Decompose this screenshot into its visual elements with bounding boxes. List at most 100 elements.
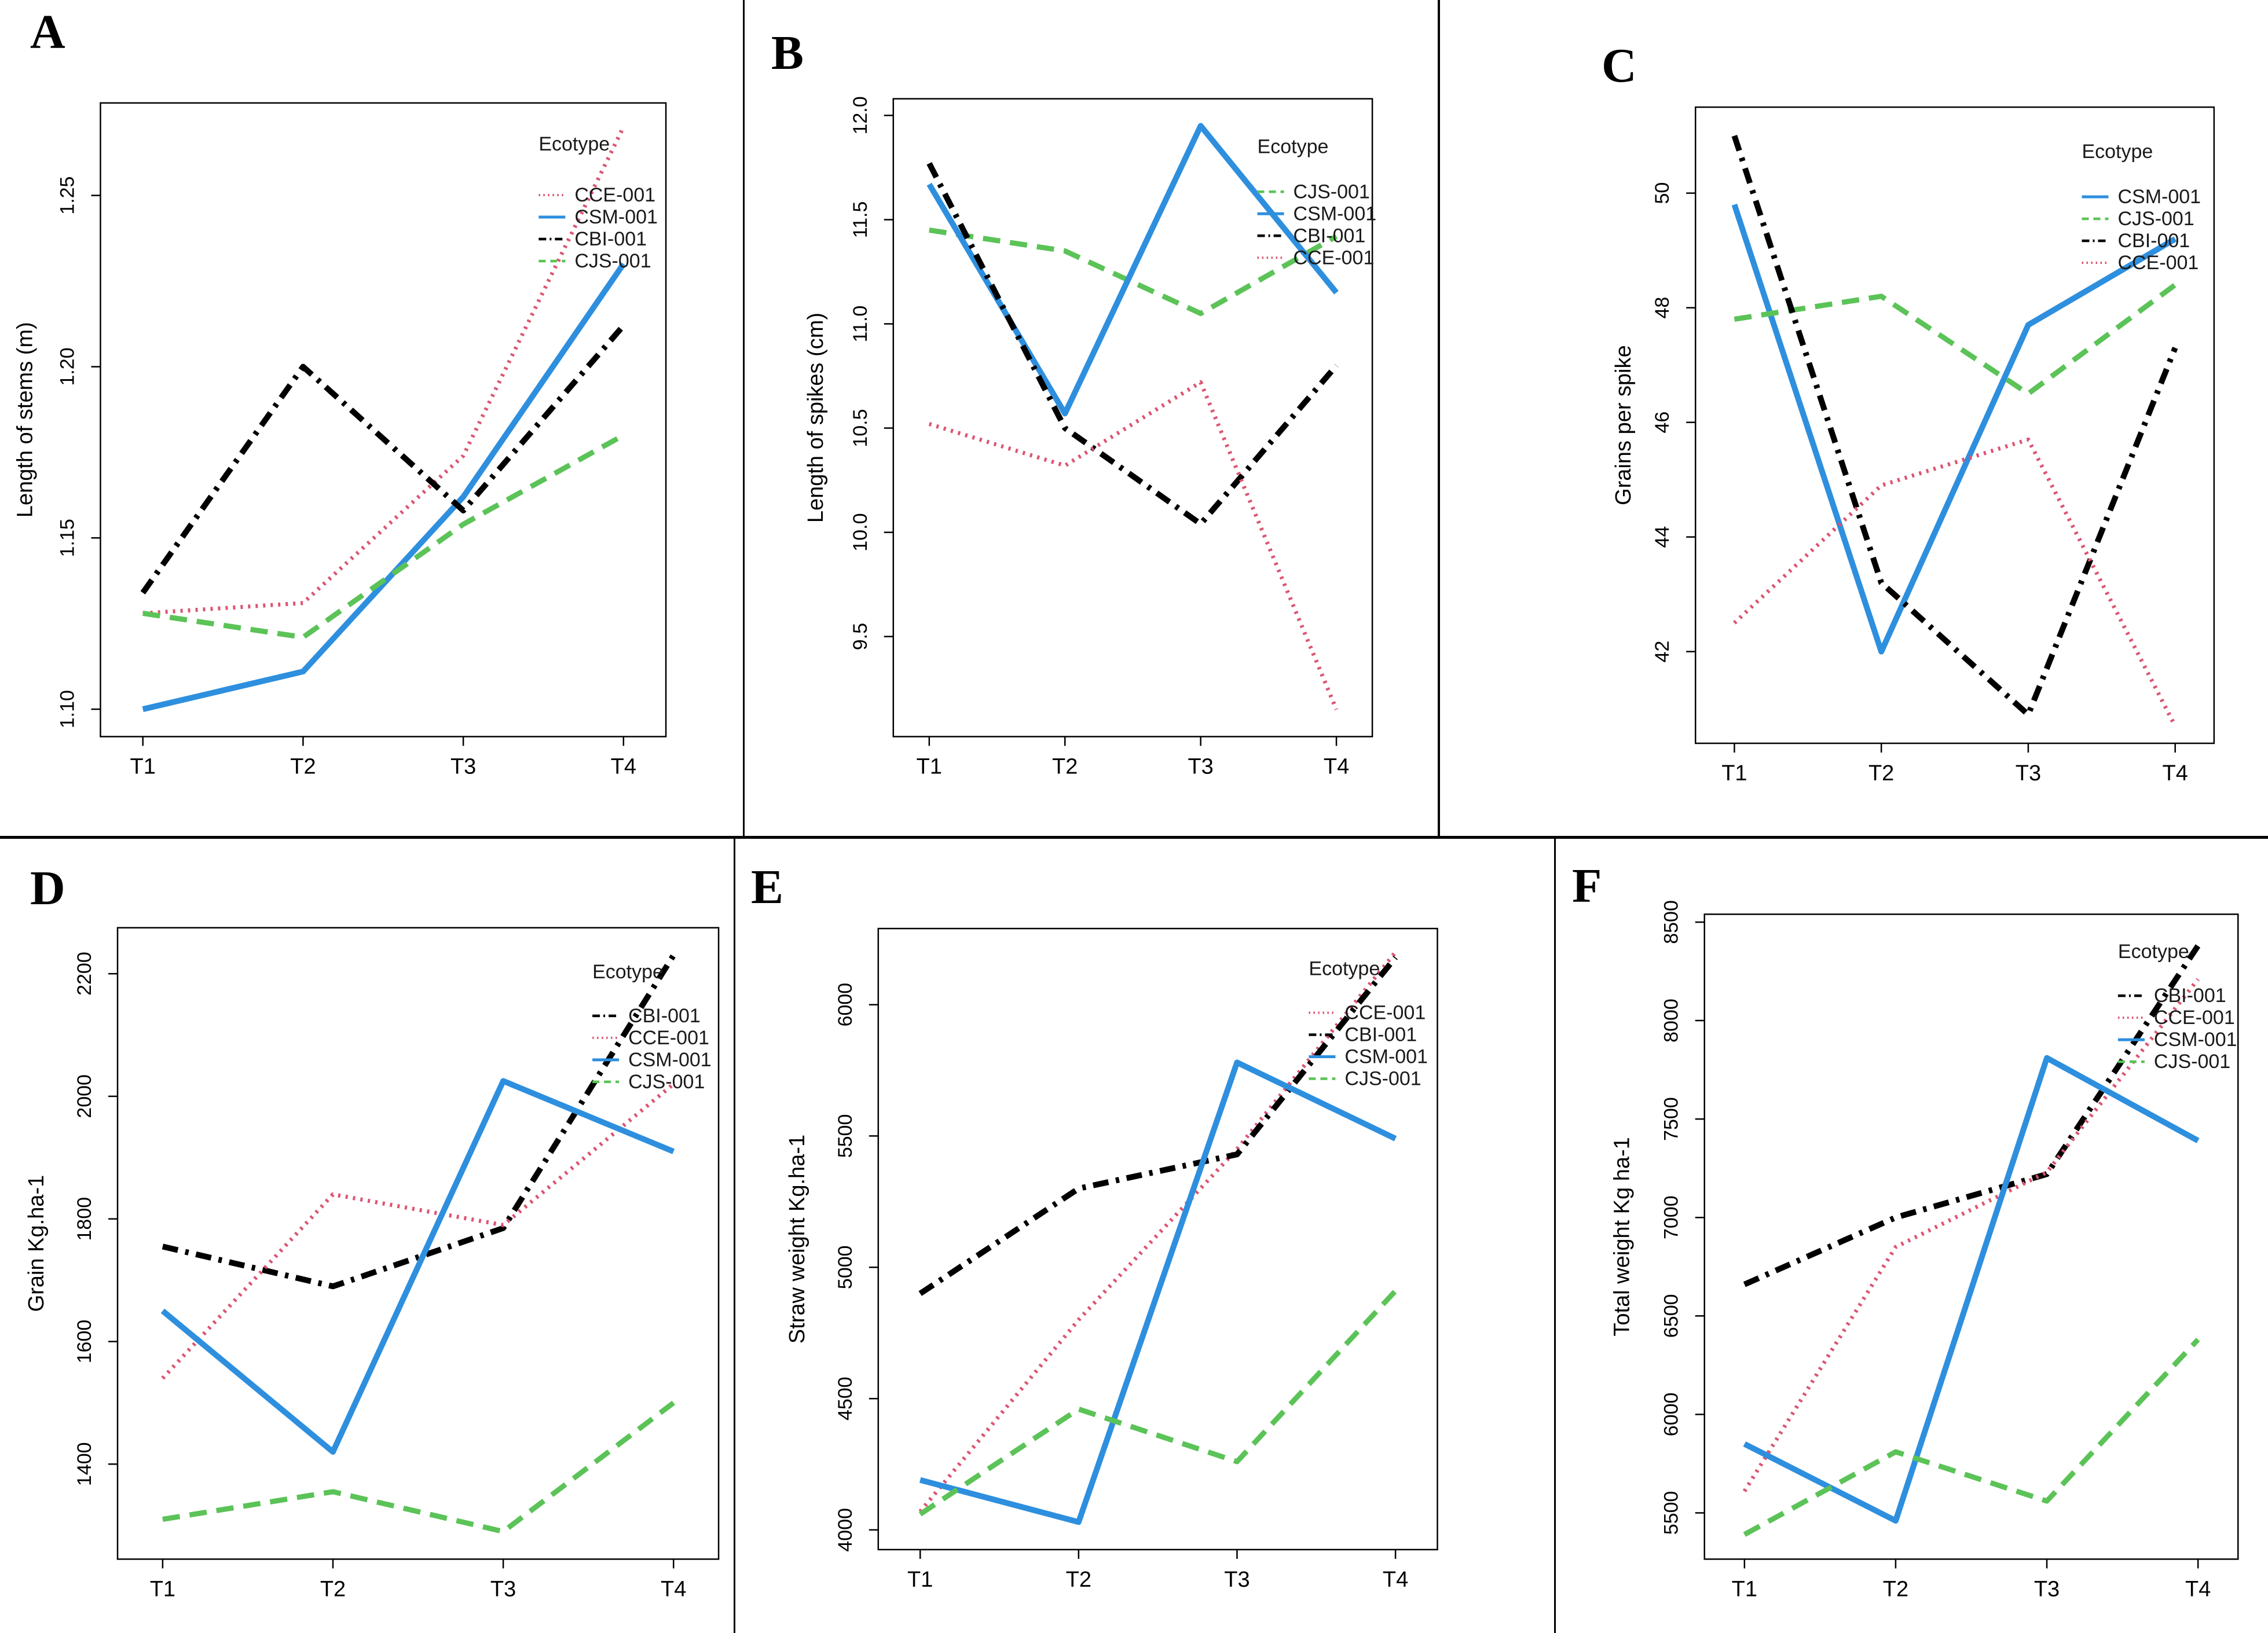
series-line-CBI-001 xyxy=(1731,135,2178,718)
panel-D: D 1400 1600 1800 2000 2200 T1 T2 T3 T4 Grain Kg.h… xyxy=(0,839,735,1633)
panel-letter-E: E xyxy=(751,860,784,914)
y-tick-label: 8000 xyxy=(1661,999,1683,1043)
series-line-CBI-001 xyxy=(140,324,626,595)
y-tick-label: 6000 xyxy=(834,983,856,1027)
series-line-CJS-001 xyxy=(929,227,1338,317)
divider-vertical-top-left xyxy=(743,0,745,836)
x-tick-label: T4 xyxy=(611,754,636,779)
y-tick-label: 2000 xyxy=(74,1074,96,1118)
series-line-CCE-001 xyxy=(928,380,1339,711)
legend-label-CSM-001: CSM-001 xyxy=(574,206,658,228)
panel-A: A 1.10 1.15 1.20 1.25 T1 T2 T3 T4 Length of stem… xyxy=(0,0,744,837)
plot-box xyxy=(100,102,667,737)
y-tick-label: 48 xyxy=(1651,297,1673,319)
series-line-CJS-001 xyxy=(918,1289,1398,1517)
legend-label-CSM-001: CSM-001 xyxy=(2117,186,2201,208)
y-axis-title: Total weight Kg ha-1 xyxy=(1610,1137,1635,1336)
legend-label-CSM-001: CSM-001 xyxy=(1294,203,1377,225)
x-tick-label: T2 xyxy=(320,1577,346,1601)
legend-label-CSM-001: CSM-001 xyxy=(2154,1029,2237,1051)
y-tick-label: 7500 xyxy=(1661,1097,1683,1141)
y-tick-label: 1.20 xyxy=(56,347,78,386)
y-axis-title: Grains per spike xyxy=(1611,345,1636,505)
legend-label-CBI-001: CBI-001 xyxy=(2154,985,2226,1007)
x-tick-label: T2 xyxy=(1052,754,1078,779)
legend-title: Ecotype xyxy=(1258,135,1329,157)
panel-F: F 5500 6000 6500 7000 7500 8000 8500 T1 T2 T3 T4 To… xyxy=(1555,839,2268,1633)
x-tick-label: T4 xyxy=(2163,761,2188,786)
panel-letter-F: F xyxy=(1572,859,1602,913)
legend-label-CJS-001: CJS-001 xyxy=(574,250,651,272)
x-tick-label: T4 xyxy=(1383,1568,1408,1592)
line-chart-A: 1.10 1.15 1.20 1.25 T1 T2 T3 T4 Length of stems … xyxy=(13,102,667,779)
y-tick-label: 11.5 xyxy=(849,201,871,238)
y-tick-label: 46 xyxy=(1651,412,1673,434)
legend-label-CSM-001: CSM-001 xyxy=(1344,1046,1428,1068)
y-tick-label: 5000 xyxy=(834,1245,856,1289)
y-tick-label: 5500 xyxy=(834,1114,856,1158)
y-axis-title: Length of spikes (cm) xyxy=(804,313,828,523)
panel-letter-D: D xyxy=(30,861,65,915)
legend-label-CSM-001: CSM-001 xyxy=(628,1049,712,1071)
legend-title: Ecotype xyxy=(2118,941,2189,963)
panel-letter-A: A xyxy=(30,5,65,59)
x-tick-label: T1 xyxy=(1721,761,1747,786)
y-axis-title: Grain Kg.ha-1 xyxy=(24,1175,49,1312)
series-line-CJS-001 xyxy=(1734,282,2177,397)
y-tick-label: 12.0 xyxy=(849,96,871,134)
series-line-CJS-001 xyxy=(162,1400,675,1535)
series-line-CBI-001 xyxy=(1743,944,2201,1287)
legend-label-CCE-001: CCE-001 xyxy=(1344,1002,1426,1024)
x-tick-label: T3 xyxy=(1188,754,1213,779)
plot-box xyxy=(1703,913,2239,1560)
y-tick-label: 42 xyxy=(1651,641,1673,663)
legend-label-CJS-001: CJS-001 xyxy=(1344,1068,1421,1090)
legend-label-CCE-001: CCE-001 xyxy=(2154,1007,2235,1029)
plot-box xyxy=(877,927,1438,1551)
x-tick-label: T1 xyxy=(917,754,942,779)
y-tick-label: 7000 xyxy=(1661,1195,1683,1239)
x-tick-label: T1 xyxy=(1732,1577,1757,1601)
legend-label-CJS-001: CJS-001 xyxy=(2154,1051,2230,1073)
plot-box xyxy=(116,927,720,1560)
legend-label-CJS-001: CJS-001 xyxy=(1294,181,1370,203)
legend-title: Ecotype xyxy=(538,133,610,155)
y-tick-label: 1.15 xyxy=(56,519,78,557)
y-tick-label: 8500 xyxy=(1661,900,1683,944)
legend-label-CBI-001: CBI-001 xyxy=(2117,230,2190,252)
legend-label-CBI-001: CBI-001 xyxy=(1344,1024,1417,1046)
y-tick-label: 2200 xyxy=(74,952,96,996)
line-chart-E: 4000 4500 5000 5500 6000 T1 T2 T3 T4 Straw weight… xyxy=(785,927,1438,1592)
legend-title: Ecotype xyxy=(1309,958,1380,980)
legend-label-CCE-001: CCE-001 xyxy=(628,1027,709,1049)
y-tick-label: 1800 xyxy=(74,1197,96,1241)
legend-label-CBI-001: CBI-001 xyxy=(1294,225,1366,247)
y-tick-label: 10.0 xyxy=(849,513,871,552)
panel-B: B 9.5 10.0 10.5 11.0 11.5 12.0 T1 T2 T3 T4 Length … xyxy=(744,0,1438,837)
series-line-CSM-001 xyxy=(919,1059,1397,1525)
y-tick-label: 11.0 xyxy=(849,306,871,343)
x-tick-label: T3 xyxy=(490,1577,516,1601)
legend-label-CCE-001: CCE-001 xyxy=(2117,252,2199,274)
y-tick-label: 9.5 xyxy=(849,623,871,650)
series-line-CSM-001 xyxy=(926,123,1339,417)
legend-title: Ecotype xyxy=(2082,141,2153,163)
y-axis-title: Straw weight Kg.ha-1 xyxy=(785,1135,809,1344)
line-chart-D: 1400 1600 1800 2000 2200 T1 T2 T3 T4 Grain Kg.ha-… xyxy=(24,927,720,1601)
series-line-CBI-001 xyxy=(918,955,1398,1296)
panel-letter-B: B xyxy=(771,26,804,80)
divider-horizontal xyxy=(0,836,2268,839)
series-line-CCE-001 xyxy=(1742,978,2200,1492)
series-line-CCE-001 xyxy=(918,951,1397,1513)
x-tick-label: T2 xyxy=(290,754,316,779)
x-tick-label: T3 xyxy=(2034,1577,2060,1601)
divider-vertical-top-right xyxy=(1438,0,1440,836)
x-tick-label: T3 xyxy=(450,754,476,779)
series-line-CBI-001 xyxy=(926,162,1339,527)
x-tick-label: T3 xyxy=(2016,761,2041,786)
y-axis-title: Length of stems (m) xyxy=(13,322,37,518)
legend-title: Ecotype xyxy=(592,961,664,983)
panel-C: C 42 44 46 48 50 T1 T2 T3 T4 Grains per spike Ecot… xyxy=(1438,0,2268,837)
y-tick-label: 50 xyxy=(1651,182,1673,204)
divider-vertical-bottom-right xyxy=(1554,839,1556,1633)
